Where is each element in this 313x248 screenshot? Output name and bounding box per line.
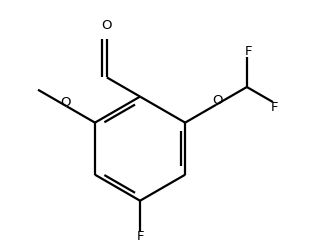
Text: F: F [244, 45, 252, 59]
Text: O: O [102, 19, 112, 32]
Text: O: O [60, 96, 70, 109]
Text: F: F [136, 230, 144, 243]
Text: O: O [212, 94, 223, 107]
Text: F: F [270, 100, 278, 114]
